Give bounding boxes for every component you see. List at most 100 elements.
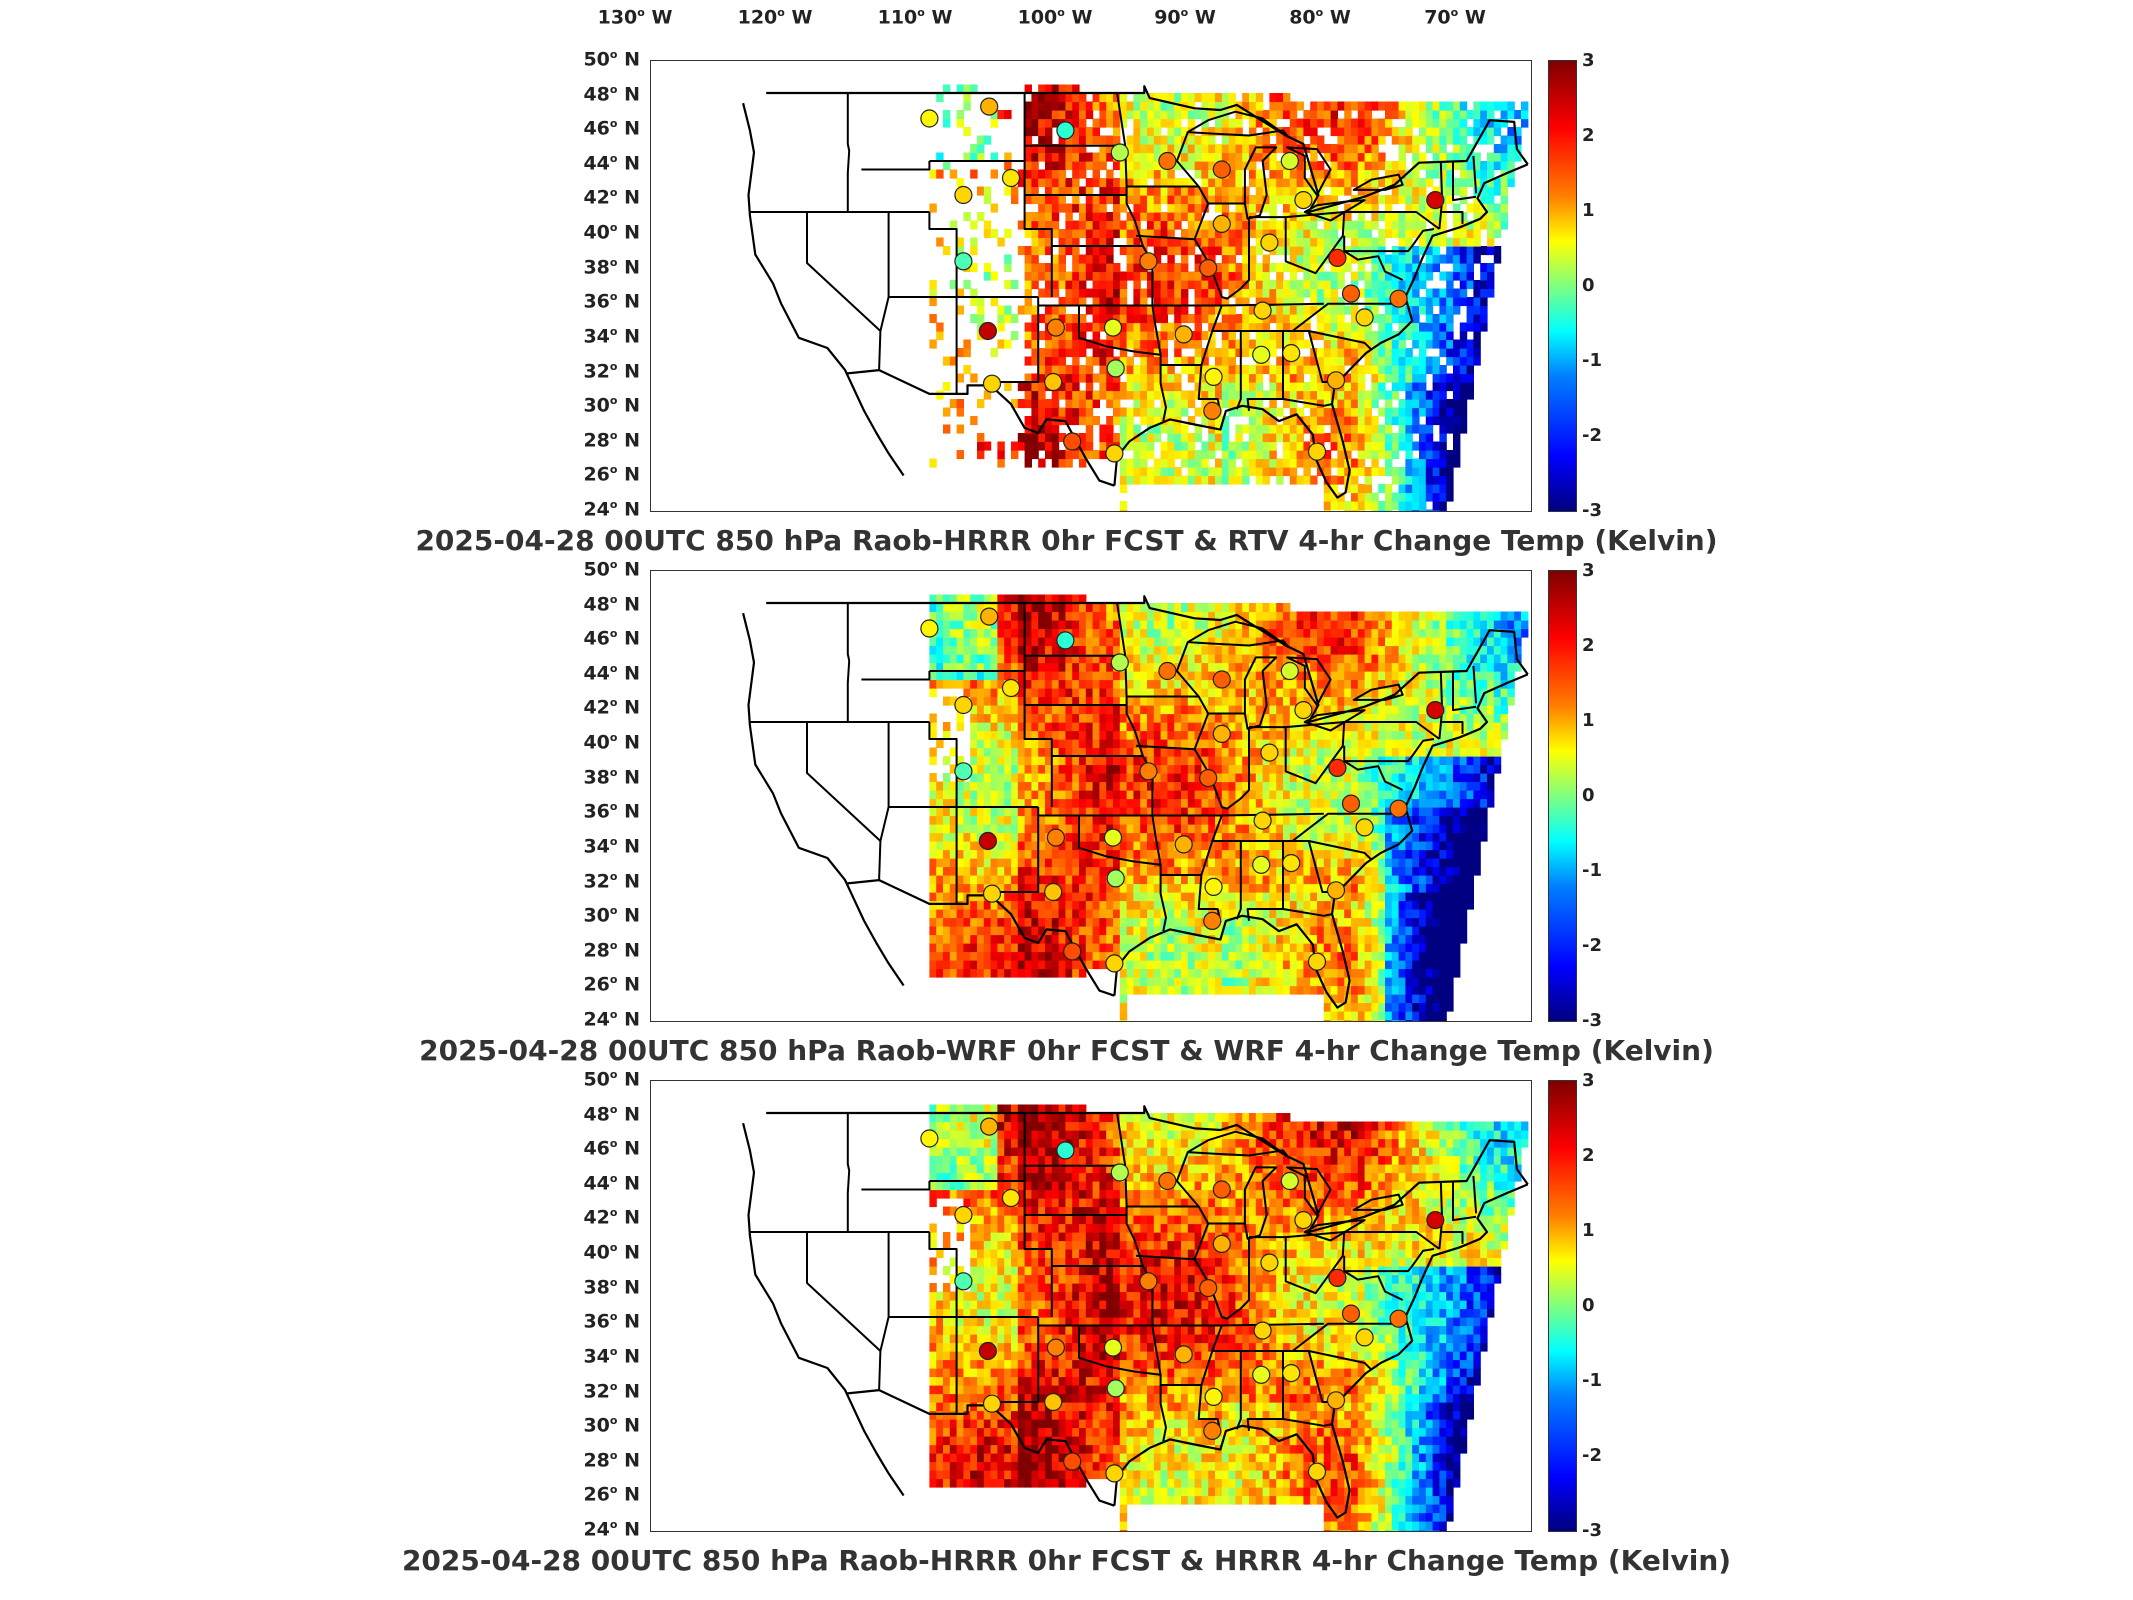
raob-station-marker <box>954 1272 973 1291</box>
raob-station-marker <box>1203 1421 1222 1440</box>
latitude-tick-value: 26 <box>583 973 610 996</box>
raob-station-marker <box>1280 661 1299 681</box>
latitude-tick-label: 50o N <box>570 48 640 70</box>
raob-station-marker <box>1203 911 1222 930</box>
raob-stations <box>920 97 1445 463</box>
temperature-change-map <box>742 1104 1529 1531</box>
colorbar-tick-label: 0 <box>1582 1295 1595 1316</box>
colorbar-tick-label: 1 <box>1582 200 1595 221</box>
latitude-tick-label: 36o N <box>570 1310 640 1332</box>
latitude-tick-value: 30 <box>583 904 610 927</box>
raob-station-marker <box>1174 325 1193 344</box>
latitude-tick-value: 50 <box>583 1068 610 1091</box>
latitude-tick-label: 42o N <box>570 1206 640 1228</box>
latitude-tick-label: 44o N <box>570 662 640 684</box>
latitude-suffix: N <box>617 1414 640 1437</box>
latitude-tick-value: 24 <box>583 1008 610 1031</box>
temperature-change-field <box>929 594 1529 1021</box>
raob-station-marker <box>1110 653 1129 672</box>
state-boundary <box>1023 93 1053 297</box>
latitude-suffix: N <box>617 1206 640 1229</box>
canada-border <box>766 85 1529 214</box>
raob-station-marker <box>1001 678 1021 698</box>
latitude-tick-value: 40 <box>583 1241 610 1264</box>
latitude-suffix: N <box>617 1310 640 1333</box>
raob-station-marker <box>1105 444 1124 463</box>
latitude-tick-value: 42 <box>583 186 610 209</box>
map-frame <box>650 570 1532 1022</box>
longitude-tick-label: 130o W <box>598 6 673 28</box>
raob-station-marker <box>1260 743 1279 762</box>
state-boundary <box>1212 302 1407 332</box>
longitude-tick-value: 130 <box>597 6 638 29</box>
raob-station-marker <box>1212 670 1231 689</box>
latitude-tick-value: 30 <box>583 394 610 417</box>
latitude-tick-value: 28 <box>583 939 610 962</box>
colorbar-tick-label: -3 <box>1582 1010 1602 1031</box>
degree-symbol: o <box>609 834 618 848</box>
degree-symbol: o <box>609 800 618 814</box>
latitude-tick-label: 40o N <box>570 221 640 243</box>
latitude-tick-label: 34o N <box>570 1345 640 1367</box>
raob-station-marker <box>1341 1304 1361 1323</box>
latitude-tick-label: 48o N <box>570 593 640 615</box>
latitude-tick-label: 24o N <box>570 1518 640 1540</box>
latitude-suffix: N <box>617 800 640 823</box>
latitude-tick-value: 44 <box>583 152 610 175</box>
raob-station-marker <box>1199 259 1218 278</box>
raob-station-marker <box>1056 1141 1075 1160</box>
latitude-tick-value: 36 <box>583 1310 610 1333</box>
raob-station-marker <box>1389 1309 1408 1328</box>
degree-symbol: o <box>609 1137 618 1151</box>
latitude-tick-label: 46o N <box>570 117 640 139</box>
state-boundary <box>846 93 851 212</box>
state-boundary <box>1442 211 1464 224</box>
degree-symbol: o <box>609 973 618 987</box>
great-lake-outline <box>1186 110 1290 139</box>
latitude-tick-value: 36 <box>583 290 610 313</box>
latitude-tick-label: 50o N <box>570 558 640 580</box>
latitude-tick-value: 24 <box>583 1518 610 1541</box>
raob-stations <box>920 1117 1445 1483</box>
latitude-tick-value: 28 <box>583 1449 610 1472</box>
raob-station-marker <box>1260 1253 1279 1272</box>
colorbar <box>1548 60 1577 512</box>
latitude-tick-label: 28o N <box>570 1449 640 1471</box>
latitude-suffix: N <box>617 290 640 313</box>
state-boundary <box>989 297 1040 383</box>
latitude-tick-label: 30o N <box>570 1414 640 1436</box>
east-gulf-coastline <box>1113 1183 1529 1519</box>
latitude-tick-value: 34 <box>583 1345 610 1368</box>
latitude-suffix: N <box>617 1276 640 1299</box>
raob-station-marker <box>1063 942 1082 961</box>
state-boundary <box>989 807 1040 893</box>
latitude-tick-label: 32o N <box>570 870 640 892</box>
map-boundaries <box>742 1105 1529 1519</box>
panel-title: 2025-04-28 00UTC 850 hPa Raob-HRRR 0hr F… <box>401 1544 1732 1577</box>
latitude-tick-value: 32 <box>583 1379 610 1402</box>
great-lake-outline <box>1303 1219 1366 1242</box>
latitude-tick-label: 36o N <box>570 800 640 822</box>
great-lake-outline <box>1286 146 1332 196</box>
colorbar-tick-label: -1 <box>1582 1370 1602 1391</box>
state-boundary <box>1472 155 1478 194</box>
raob-station-marker <box>1212 214 1231 233</box>
state-boundary <box>1221 1322 1324 1327</box>
latitude-suffix: N <box>617 1379 640 1402</box>
longitude-tick-value: 80 <box>1289 6 1316 29</box>
latitude-tick-label: 42o N <box>570 696 640 718</box>
state-boundary <box>1023 603 1053 807</box>
latitude-tick-value: 38 <box>583 766 610 789</box>
temperature-change-map <box>742 84 1529 511</box>
latitude-tick-value: 50 <box>583 558 610 581</box>
raob-station-marker <box>1307 1462 1327 1481</box>
latitude-suffix: N <box>617 152 640 175</box>
longitude-tick-label: 90o W <box>1154 6 1216 28</box>
state-boundary <box>878 1232 890 1391</box>
raob-station-marker <box>980 1117 999 1136</box>
latitude-tick-label: 34o N <box>570 835 640 857</box>
latitude-suffix: N <box>617 662 640 685</box>
latitude-tick-label: 44o N <box>570 152 640 174</box>
state-boundary <box>1246 1351 1284 1432</box>
state-boundary <box>861 1181 931 1191</box>
